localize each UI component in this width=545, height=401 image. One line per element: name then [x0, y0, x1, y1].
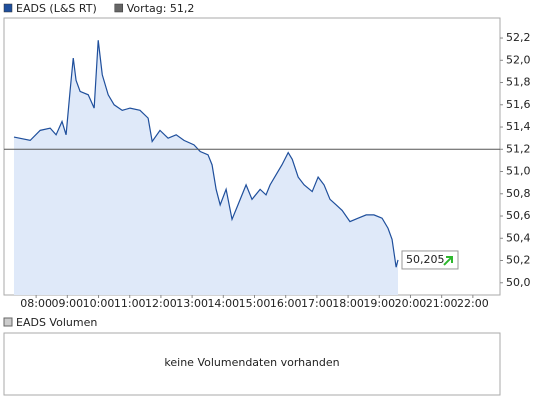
trend-arrow	[443, 255, 453, 266]
x-tick-label: 09:00	[51, 297, 83, 310]
y-tick-label: 50,4	[506, 231, 531, 244]
y-tick-label: 50,2	[506, 254, 531, 267]
y-tick-label: 51,0	[506, 165, 531, 178]
x-tick-label: 13:00	[176, 297, 208, 310]
y-tick-label: 50,6	[506, 209, 531, 222]
area	[13, 40, 398, 296]
x-tick-label: 19:00	[363, 297, 395, 310]
y-tick-label: 51,8	[506, 76, 531, 89]
legend-swatch	[3, 3, 13, 13]
legend-swatch	[114, 3, 124, 13]
value-label: 50,205	[406, 253, 445, 266]
x-tick-label: 16:00	[270, 297, 302, 310]
x-tick-label: 21:00	[426, 297, 458, 310]
x-tick-label: 11:00	[114, 297, 146, 310]
y-tick-label: 50,0	[506, 276, 531, 289]
x-tick-label: 18:00	[332, 297, 364, 310]
volume-legend-swatch	[3, 317, 13, 327]
y-tick-label: 51,2	[506, 142, 531, 155]
y-tick-label: 51,6	[506, 98, 531, 111]
x-tick-label: 15:00	[239, 297, 271, 310]
x-tick-label: 10:00	[83, 297, 115, 310]
x-tick-label: 14:00	[207, 297, 239, 310]
volume-message: keine Volumendaten vorhanden	[164, 356, 339, 369]
x-tick-label: 12:00	[145, 297, 177, 310]
legend-label: EADS (L&S RT)	[16, 2, 97, 15]
y-tick-label: 52,0	[506, 53, 531, 66]
line	[13, 40, 399, 268]
x-tick-label: 17:00	[301, 297, 333, 310]
y-tick-label: 52,2	[506, 31, 531, 44]
volume-legend: EADS Volumen	[16, 316, 97, 329]
x-tick-label: 08:00	[20, 297, 52, 310]
legend-label: Vortag: 51,2	[127, 2, 195, 15]
x-tick-label: 22:00	[457, 297, 489, 310]
x-tick-label: 20:00	[395, 297, 427, 310]
y-tick-label: 51,4	[506, 120, 531, 133]
volume-frame	[3, 332, 501, 396]
y-tick-label: 50,8	[506, 187, 531, 200]
